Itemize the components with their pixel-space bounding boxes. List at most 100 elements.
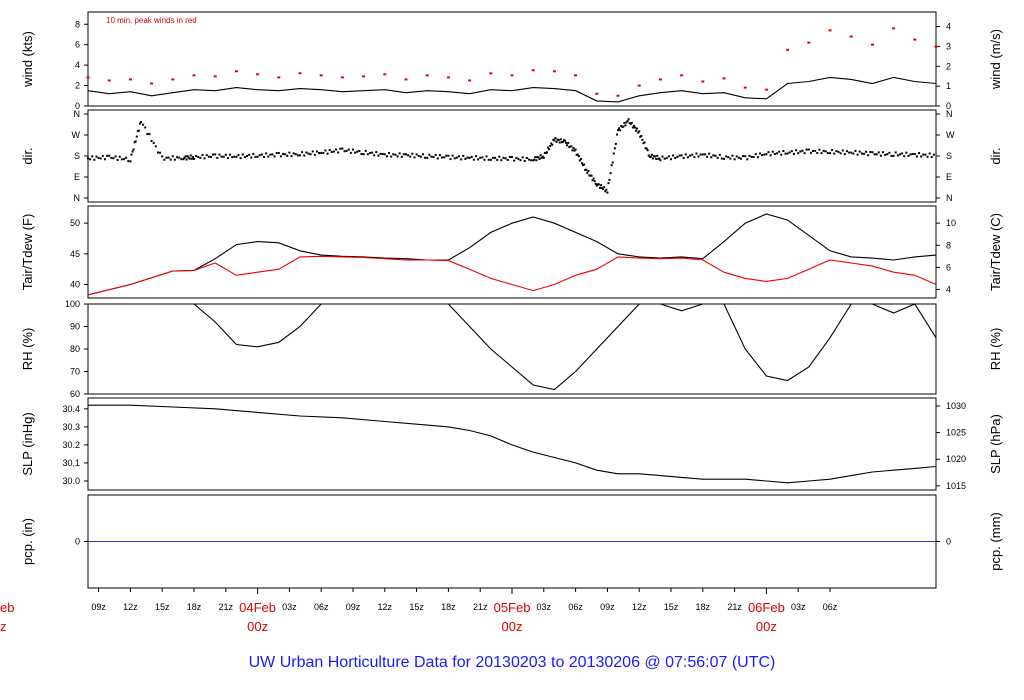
- dir-point: [246, 155, 248, 158]
- dir-point: [299, 154, 301, 157]
- dir-point: [737, 156, 740, 159]
- dir-point: [339, 147, 342, 150]
- dir-point: [678, 154, 681, 157]
- dir-point: [624, 124, 627, 127]
- dir-point: [716, 156, 719, 159]
- peak-wind-point: [362, 75, 366, 78]
- dir-point: [714, 154, 717, 157]
- dir-point: [567, 141, 570, 144]
- dir-point: [99, 157, 102, 160]
- dir-point: [290, 155, 293, 158]
- dir-point: [930, 156, 933, 159]
- dir-point: [337, 151, 340, 154]
- dir-point: [780, 153, 783, 156]
- dir-point: [326, 152, 329, 155]
- y-tick-label: 0: [75, 537, 80, 547]
- dir-point: [658, 157, 661, 160]
- dir-point: [875, 153, 878, 156]
- peak-wind-point: [171, 78, 175, 81]
- day-label-date: 06Feb: [748, 600, 785, 615]
- dir-point: [118, 155, 121, 158]
- dir-point: [146, 132, 149, 135]
- y-axis-label-right: wind (m/s): [988, 29, 1003, 90]
- dir-point: [279, 155, 282, 158]
- y-axis-label: dir.: [20, 147, 35, 164]
- dir-point: [506, 158, 509, 161]
- dir-point: [689, 154, 692, 157]
- dir-point: [498, 155, 501, 158]
- dir-point: [438, 154, 441, 157]
- dir-point: [886, 153, 889, 156]
- x-tick-label: 21z: [727, 602, 742, 612]
- dir-point: [231, 156, 234, 159]
- dir-point: [292, 152, 295, 155]
- dir-point: [818, 148, 821, 151]
- dir-point: [549, 144, 552, 147]
- dir-point: [566, 144, 569, 147]
- dir-point: [559, 138, 562, 141]
- dir-point: [909, 153, 912, 156]
- dir-point: [284, 153, 287, 156]
- dir-point: [341, 147, 344, 150]
- dir-point: [570, 145, 573, 148]
- dir-point: [596, 183, 599, 186]
- dir-point: [735, 155, 738, 158]
- day-label-date-edge: eb: [0, 600, 14, 615]
- dir-point: [288, 151, 291, 154]
- dir-point: [286, 154, 289, 157]
- dir-point: [661, 155, 664, 158]
- y-tick-label: 90: [70, 322, 80, 332]
- dir-point: [134, 140, 137, 143]
- dir-point: [430, 155, 433, 158]
- dir-point: [481, 156, 484, 159]
- dir-point: [799, 150, 802, 153]
- dir-point: [373, 154, 376, 157]
- peak-wind-point: [531, 69, 535, 72]
- dir-point: [573, 149, 576, 152]
- dir-point: [635, 129, 638, 132]
- dir-point: [97, 157, 100, 160]
- peak-wind-point: [425, 74, 429, 77]
- dir-point: [892, 154, 895, 157]
- dir-point: [190, 157, 193, 160]
- dir-point: [620, 125, 623, 128]
- dir-point: [354, 151, 357, 154]
- dir-point: [474, 155, 477, 158]
- y-tick-label: 30.3: [62, 422, 80, 432]
- dir-point: [385, 155, 388, 158]
- dir-point: [650, 153, 653, 156]
- y-tick-label-right: 4: [946, 22, 951, 32]
- dir-point: [646, 149, 649, 152]
- dir-point: [517, 157, 520, 160]
- y-tick-label: W: [72, 130, 81, 140]
- dir-point: [411, 152, 414, 155]
- dir-point: [545, 151, 548, 154]
- dir-point: [313, 153, 316, 156]
- dir-point: [547, 146, 550, 149]
- dir-point: [130, 153, 133, 156]
- dir-point: [282, 152, 285, 155]
- peak-wind-point: [637, 84, 641, 87]
- panel-pcp: pcp. (in) pcp. (mm) 0 0: [20, 494, 1003, 589]
- dir-point: [150, 139, 153, 142]
- dir-point: [706, 155, 709, 158]
- dir-point: [318, 152, 321, 155]
- dir-point: [239, 157, 242, 160]
- dir-point: [371, 151, 374, 154]
- dir-point: [381, 153, 384, 156]
- dir-point: [95, 155, 98, 158]
- dir-point: [583, 163, 586, 166]
- dir-point: [725, 155, 728, 158]
- dir-point: [894, 151, 897, 154]
- dir-point: [882, 151, 884, 154]
- peak-wind-point: [256, 73, 260, 76]
- dir-point: [407, 154, 410, 157]
- dir-point: [765, 153, 768, 156]
- dir-point: [138, 122, 141, 125]
- dir-point: [598, 186, 601, 189]
- dir-point: [577, 155, 580, 158]
- dir-point: [392, 153, 395, 156]
- dir-point: [424, 156, 427, 159]
- dir-point: [195, 154, 198, 157]
- dir-point: [720, 157, 723, 160]
